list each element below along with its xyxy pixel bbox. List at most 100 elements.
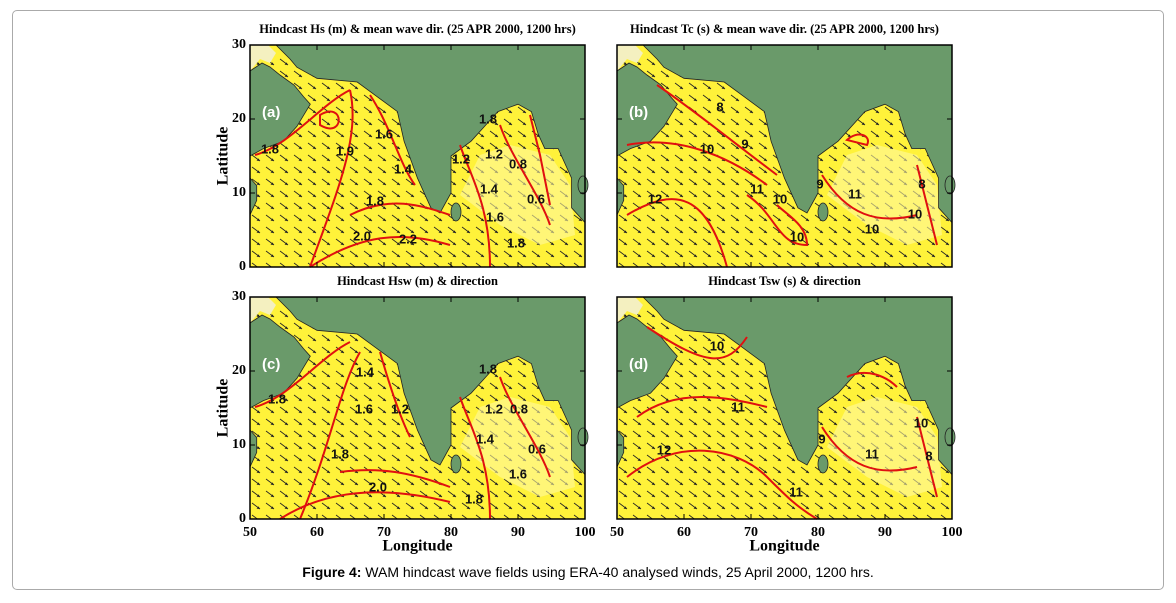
panel-border (249, 44, 586, 268)
contour-label: 1.2 (391, 401, 409, 416)
contour (319, 110, 340, 130)
contour-label: 11 (865, 446, 879, 461)
contour-label: 1.4 (394, 161, 413, 176)
panel-border (616, 296, 953, 520)
contour (499, 376, 551, 478)
panel-label: (c) (262, 356, 280, 373)
contour-label: 12 (657, 442, 671, 457)
x-tick-label: 80 (811, 525, 825, 540)
contour (916, 164, 938, 246)
contour-label: 0.6 (528, 441, 546, 456)
y-axis-label: Latitude (215, 127, 232, 186)
x-tick-label: 60 (677, 525, 691, 540)
contour-label: 1.6 (486, 209, 504, 224)
contour (646, 326, 748, 360)
contour (916, 416, 938, 498)
contour-label: 8 (716, 99, 723, 114)
map-panel: 10 11 12 11 11 10 9 8 (d) 50 60 70 80 90 100 (610, 296, 963, 540)
map-panel: 1.8 1.4 1.6 1.2 1.8 2.0 1.8 1.6 1.4 1.2 1.8 0.8 0.6 (… (232, 289, 596, 540)
contour-label: 1.6 (509, 466, 527, 481)
contour-label: 1.8 (331, 446, 349, 461)
contour-label: 9 (818, 431, 825, 446)
contour (309, 89, 354, 268)
y-tick-label: 20 (232, 111, 246, 126)
contour-label: 8 (918, 176, 925, 191)
contour-label: 0.8 (509, 156, 527, 171)
contour-label: 11 (848, 186, 862, 201)
panel-label: (a) (262, 104, 280, 121)
panel-border (616, 44, 953, 268)
contour-label: 1.6 (355, 401, 373, 416)
panel-label: (d) (629, 356, 648, 373)
panel-title: Hindcast Hsw (m) & direction (337, 274, 498, 288)
contour (821, 174, 918, 220)
contour-label: 1.8 (507, 235, 525, 250)
contour-label: 1.8 (479, 111, 497, 126)
contour-label: 0.6 (527, 191, 545, 206)
contour-label: 10 (865, 221, 879, 236)
caption-body: WAM hindcast wave fields using ERA-40 an… (361, 564, 873, 580)
contour-label: 11 (750, 181, 764, 196)
panel-label: (b) (629, 104, 648, 121)
figure-frame (12, 10, 1164, 590)
contour-label: 2.2 (399, 231, 417, 246)
contour-label: 1.6 (375, 126, 393, 141)
x-tick-label: 90 (511, 525, 525, 540)
map-panel: 8 9 10 11 12 10 10 11 10 9 8 10 (b) (616, 44, 956, 268)
contour-label: 9 (816, 176, 823, 191)
y-tick-label: 10 (232, 437, 246, 452)
contour-label: 10 (700, 141, 714, 156)
contour (846, 371, 898, 388)
contour-label: 2.0 (353, 228, 371, 243)
x-tick-label: 70 (377, 525, 391, 540)
contour-label: 8 (925, 448, 932, 463)
x-tick-label: 80 (444, 525, 458, 540)
x-tick-label: 70 (744, 525, 758, 540)
caption-text: Figure 4: WAM hindcast wave fields using… (302, 564, 873, 580)
contour (459, 396, 491, 520)
y-tick-label: 0 (239, 511, 246, 526)
x-tick-label: 100 (942, 525, 963, 540)
contour (299, 351, 361, 520)
panel-title: Hindcast Tsw (s) & direction (708, 274, 861, 288)
contour-label: 1.2 (485, 401, 503, 416)
contour-label: 1.4 (356, 364, 375, 379)
contour-label: 10 (908, 206, 922, 221)
contour (254, 89, 351, 156)
contour-label: 1.8 (366, 193, 384, 208)
contour-label: 10 (773, 191, 787, 206)
x-tick-label: 50 (243, 525, 257, 540)
contour (626, 198, 728, 268)
y-tick-label: 30 (232, 37, 246, 52)
x-axis-label: Longitude (382, 538, 452, 555)
y-tick-label: 20 (232, 363, 246, 378)
y-axis-label: Latitude (215, 379, 232, 438)
panel-title: Hindcast Hs (m) & mean wave dir. (25 APR… (259, 22, 576, 36)
contour-label: 11 (789, 484, 803, 499)
contour (379, 351, 411, 438)
contour-label: 9 (741, 136, 748, 151)
contour (636, 396, 768, 418)
contour-label: 1.4 (476, 431, 495, 446)
contour (499, 124, 551, 226)
x-axis-label: Longitude (749, 538, 819, 555)
panel-title: Hindcast Tc (s) & mean wave dir. (25 APR… (630, 22, 939, 36)
contour-label: 11 (731, 399, 745, 414)
x-tick-label: 50 (610, 525, 624, 540)
contour (626, 141, 768, 186)
contour (529, 114, 551, 206)
contour-label: 1.2 (485, 146, 503, 161)
caption: Figure 4: WAM hindcast wave fields using… (302, 564, 873, 580)
contour (279, 491, 451, 520)
caption-label: Figure 4: (302, 564, 361, 580)
contour-label: 1.8 (261, 141, 279, 156)
contour-label: 1.8 (479, 361, 497, 376)
contour (339, 469, 451, 488)
contour-label: 1.4 (480, 181, 499, 196)
contour (626, 449, 818, 520)
contour (656, 84, 778, 176)
contour (309, 235, 451, 268)
y-tick-label: 10 (232, 185, 246, 200)
y-tick-label: 0 (239, 259, 246, 274)
